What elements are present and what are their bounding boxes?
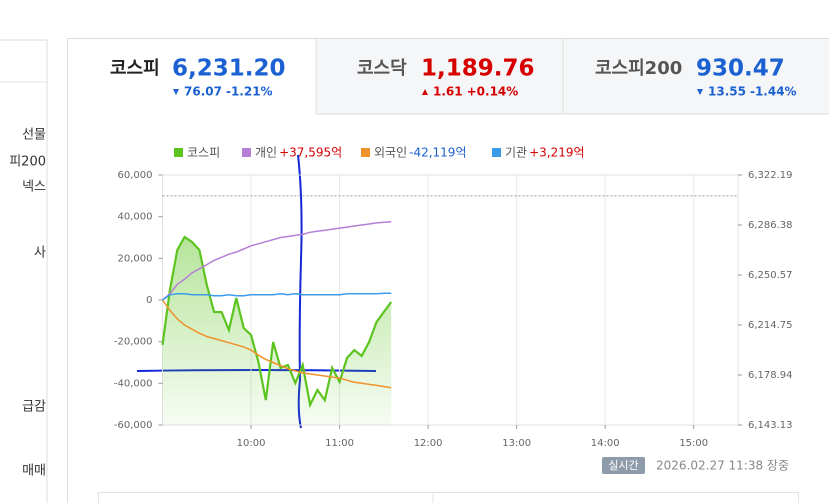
legend-swatch <box>242 148 251 157</box>
y2-tick-label: 6,178.94 <box>748 370 793 381</box>
tab-change: 76.07 <box>184 85 222 99</box>
tab-name[interactable]: 코스피200 <box>595 58 682 79</box>
tab-change: 1.61 <box>433 85 463 99</box>
sidebar-item: 사 <box>34 246 46 261</box>
y-tick-label: 0 <box>146 295 152 306</box>
legend-value: +37,595억 <box>279 146 342 160</box>
y-tick-label: 20,000 <box>118 253 153 264</box>
sidebar-item: 매매 <box>22 464 46 479</box>
sidebar-item: 피200 <box>9 155 46 170</box>
legend-name: 코스피 <box>187 146 220 160</box>
sidebar <box>0 39 48 503</box>
y2-tick-label: 6,143.13 <box>748 420 793 431</box>
x-tick-label: 12:00 <box>414 438 443 449</box>
y2-tick-label: 6,286.38 <box>748 220 793 231</box>
legend-value: +3,219억 <box>529 146 584 160</box>
y-tick-label: -20,000 <box>114 337 153 348</box>
series-line <box>161 235 393 409</box>
legend-name: 개인 <box>255 146 277 160</box>
x-tick-label: 11:00 <box>325 438 354 449</box>
tab-name[interactable]: 코스피 <box>110 58 160 79</box>
legend-swatch <box>492 148 501 157</box>
tab-name[interactable]: 코스닥 <box>357 58 407 79</box>
tab-bg <box>316 39 829 114</box>
y-tick-label: 60,000 <box>118 170 153 181</box>
tab-change: 13.55 <box>708 85 746 99</box>
badge-bg <box>602 457 645 474</box>
x-tick-label: 14:00 <box>591 438 620 449</box>
tab-rate: +0.14% <box>467 85 519 99</box>
y2-tick-label: 6,250.57 <box>748 270 793 281</box>
series-line <box>162 292 392 301</box>
direction-arrow <box>173 89 179 95</box>
direction-arrow <box>422 89 428 95</box>
tab-rate: -1.44% <box>750 85 797 99</box>
sidebar-item: 넥스 <box>22 180 46 195</box>
direction-arrow <box>697 89 703 95</box>
tab-value: 930.47 <box>696 56 785 82</box>
y-tick-label: 40,000 <box>118 212 153 223</box>
tab-rate: -1.21% <box>226 85 273 99</box>
legend-name: 기관 <box>505 146 527 160</box>
sidebar-item: 선물 <box>22 128 46 143</box>
x-tick-label: 13:00 <box>502 438 531 449</box>
series-line <box>161 299 392 389</box>
legend-swatch <box>361 148 370 157</box>
sidebar-item: 급감 <box>22 400 46 415</box>
x-tick-label: 10:00 <box>237 438 266 449</box>
legend-value: -42,119억 <box>409 146 466 160</box>
tab-value: 1,189.76 <box>421 56 535 82</box>
y2-tick-label: 6,214.75 <box>748 320 793 331</box>
y-tick-label: -40,000 <box>114 378 153 389</box>
series-line <box>162 220 392 301</box>
legend-name: 외국인 <box>374 146 407 160</box>
y-tick-label: -60,000 <box>114 420 153 431</box>
x-tick-label: 15:00 <box>679 438 708 449</box>
y2-tick-label: 6,322.19 <box>748 170 793 181</box>
tab-value: 6,231.20 <box>172 56 286 82</box>
badge: 실시간 <box>608 459 638 472</box>
legend-swatch <box>174 148 183 157</box>
timestamp: 2026.02.27 11:38 장중 <box>656 459 789 473</box>
